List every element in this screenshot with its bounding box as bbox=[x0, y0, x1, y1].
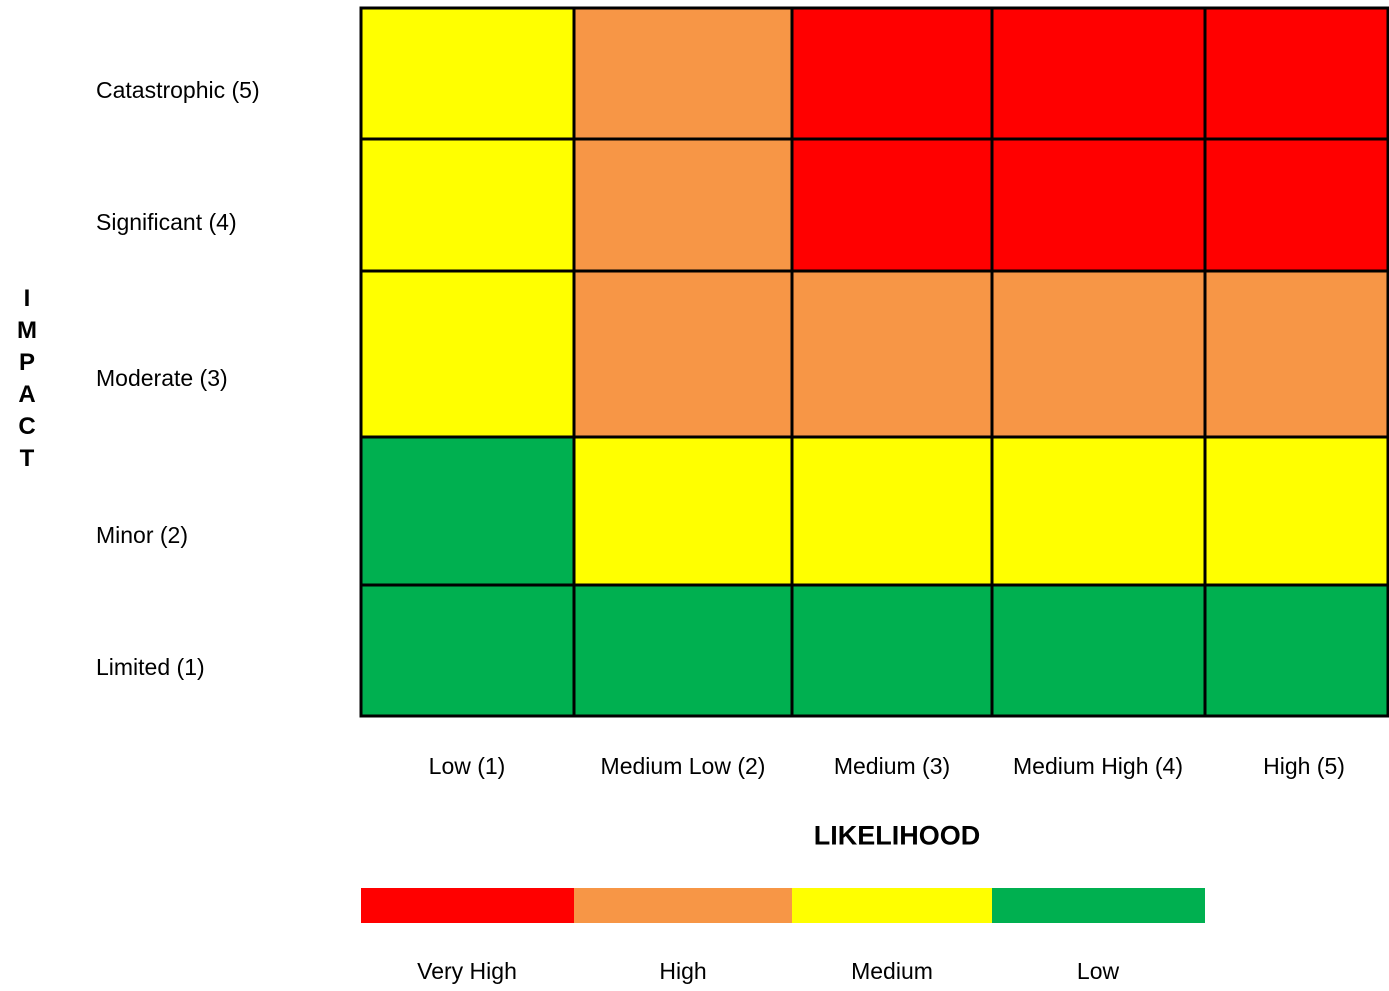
heatmap-cell bbox=[1203, 137, 1389, 273]
heatmap-cell bbox=[1203, 6, 1389, 141]
heatmap-cell bbox=[359, 137, 576, 273]
heatmap-cell bbox=[990, 137, 1207, 273]
x-tick-label: Medium Low (2) bbox=[600, 753, 766, 779]
heatmap-cell bbox=[359, 6, 576, 141]
impact-letter: A bbox=[18, 381, 36, 408]
y-tick-label: Significant (4) bbox=[96, 209, 237, 235]
legend-swatch-high bbox=[574, 888, 792, 923]
legend-label: Very High bbox=[417, 958, 517, 984]
heatmap-cell bbox=[790, 6, 994, 141]
heatmap-cell bbox=[990, 583, 1207, 718]
x-tick-label: Medium High (4) bbox=[1013, 753, 1183, 779]
heatmap-cell bbox=[572, 435, 794, 587]
heatmap-cell bbox=[359, 583, 576, 718]
y-tick-label: Catastrophic (5) bbox=[96, 77, 260, 103]
legend-swatch-low bbox=[992, 888, 1205, 923]
impact-axis-title: I M P A C T bbox=[12, 283, 42, 475]
heatmap-cell bbox=[1203, 269, 1389, 439]
x-tick-label: High (5) bbox=[1263, 753, 1345, 779]
heatmap-cell bbox=[1203, 583, 1389, 718]
heatmap-cell bbox=[790, 435, 994, 587]
heatmap-cell bbox=[572, 137, 794, 273]
heatmap-cell bbox=[359, 435, 576, 587]
y-tick-label: Minor (2) bbox=[96, 522, 189, 548]
heatmap-cell bbox=[1203, 435, 1389, 587]
impact-letter: P bbox=[18, 349, 35, 376]
legend-swatch-very-high bbox=[361, 888, 574, 923]
heatmap-cell bbox=[790, 137, 994, 273]
impact-letter: T bbox=[19, 445, 35, 472]
impact-letter: I bbox=[23, 285, 31, 312]
legend-label: High bbox=[659, 958, 707, 984]
heatmap-cell bbox=[572, 269, 794, 439]
x-tick-label: Low (1) bbox=[428, 753, 506, 779]
likelihood-axis-title: LIKELIHOOD bbox=[813, 820, 981, 851]
legend-label: Medium bbox=[851, 958, 933, 984]
heatmap-cell bbox=[572, 6, 794, 141]
heatmap-cell bbox=[572, 583, 794, 718]
heatmap-cell bbox=[790, 269, 994, 439]
heatmap-cell bbox=[990, 269, 1207, 439]
heatmap-cell bbox=[990, 435, 1207, 587]
x-tick-label: Medium (3) bbox=[833, 753, 951, 779]
risk-matrix-grid bbox=[359, 6, 1389, 718]
heatmap-cell bbox=[359, 269, 576, 439]
heatmap-cell bbox=[790, 583, 994, 718]
impact-letter: M bbox=[17, 317, 37, 344]
legend-label: Low bbox=[1076, 958, 1120, 984]
impact-letter: C bbox=[18, 413, 36, 440]
y-tick-label: Moderate (3) bbox=[96, 365, 228, 391]
heatmap-cell bbox=[990, 6, 1207, 141]
y-tick-label: Limited (1) bbox=[96, 654, 205, 680]
legend-swatch-medium bbox=[792, 888, 992, 923]
